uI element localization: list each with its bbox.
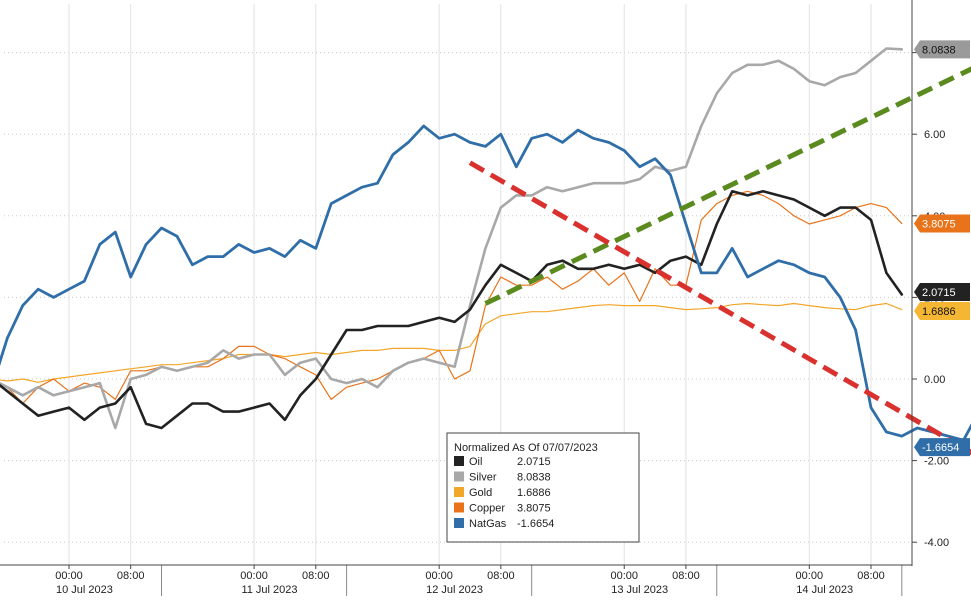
x-tick-label: 00:00 <box>610 570 638 582</box>
x-tick-label: 08:00 <box>302 570 330 582</box>
legend-swatch <box>454 471 464 482</box>
legend-swatch <box>454 518 464 528</box>
legend-value: 1.6886 <box>517 487 551 499</box>
x-date-label: 11 Jul 2023 <box>241 584 297 596</box>
y-tick-label: 0.00 <box>924 374 945 386</box>
green-up-arrow <box>484 66 971 306</box>
last-value-tag-oil: 2.0715 <box>914 283 970 301</box>
tag-label: 1.6886 <box>922 306 956 318</box>
series-line-oil <box>0 190 904 430</box>
series-line-silver <box>0 47 904 430</box>
legend-name: Oil <box>469 456 482 468</box>
x-date-label: 10 Jul 2023 <box>56 584 113 596</box>
tag-label: 8.0838 <box>922 44 956 56</box>
last-value-tag-copper: 3.8075 <box>914 214 970 233</box>
legend-swatch <box>454 456 464 466</box>
tag-bg <box>914 283 970 301</box>
tag-bg <box>914 438 970 457</box>
series-line-copper <box>0 190 903 405</box>
y-tick-label: 6.00 <box>924 129 945 141</box>
x-tick-label: 00:00 <box>240 570 268 582</box>
x-tick-label: 08:00 <box>857 570 885 582</box>
series-line-natgas <box>0 124 971 442</box>
red-down-arrow <box>468 160 971 456</box>
tag-label: 2.0715 <box>922 287 956 299</box>
series-layer <box>0 47 971 442</box>
legend-value: 3.8075 <box>517 503 551 515</box>
legend-name: Gold <box>469 487 492 499</box>
tag-bg <box>914 302 970 320</box>
last-value-tag-silver: 8.0838 <box>914 40 970 59</box>
grid-layer <box>4 4 912 565</box>
series-line-gold <box>0 302 903 383</box>
legend-swatch <box>454 502 464 513</box>
tag-bg <box>914 40 970 59</box>
last-value-tag-gold: 1.6886 <box>914 302 970 320</box>
legend-box <box>446 432 640 543</box>
tag-bg <box>914 214 970 233</box>
x-date-label: 14 Jul 2023 <box>796 584 853 596</box>
legend-name: Copper <box>469 503 505 515</box>
legend-value: -1.6654 <box>517 518 554 530</box>
x-tick-label: 00:00 <box>55 570 83 582</box>
legend-name: NatGas <box>469 518 507 530</box>
y-tick-label: -2.00 <box>924 456 949 468</box>
legend: Normalized As Of 07/07/2023 Oil 2.0715 Silv… <box>446 432 640 543</box>
tag-label: -1.6654 <box>922 442 959 454</box>
legend-value: 2.0715 <box>517 456 551 468</box>
x-date-label: 13 Jul 2023 <box>611 584 668 596</box>
legend-name: Silver <box>469 472 497 484</box>
legend-value: 8.0838 <box>517 472 551 484</box>
x-tick-label: 08:00 <box>117 570 145 582</box>
last-value-tag-natgas: -1.6654 <box>914 438 970 457</box>
x-date-label: 12 Jul 2023 <box>426 584 483 596</box>
legend-title: Normalized As Of 07/07/2023 <box>454 442 598 454</box>
x-tick-label: 00:00 <box>796 570 824 582</box>
legend-swatch <box>454 487 464 497</box>
x-tick-label: 08:00 <box>487 570 515 582</box>
y-tick-label: -4.00 <box>924 537 949 549</box>
annotation-layer <box>468 66 971 456</box>
x-tick-label: 00:00 <box>425 570 453 582</box>
tag-label: 3.8075 <box>922 219 956 231</box>
x-tick-label: 08:00 <box>672 570 700 582</box>
